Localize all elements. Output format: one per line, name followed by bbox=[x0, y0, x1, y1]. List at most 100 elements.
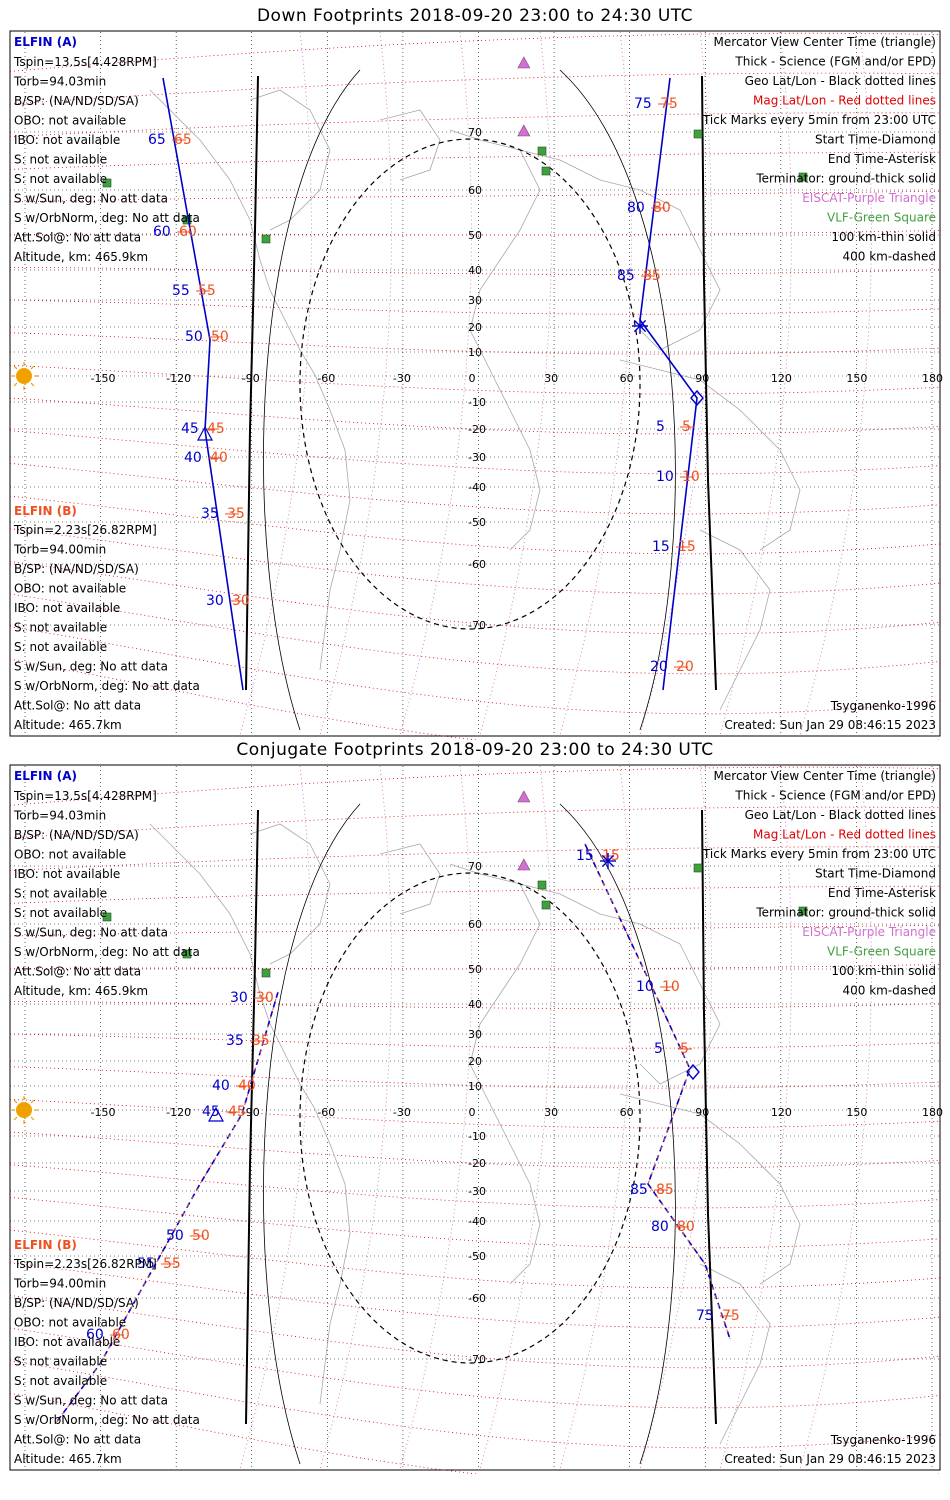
elfin-a-line: S w/Sun, deg: No att data bbox=[14, 192, 168, 206]
tick-label-a: 15 bbox=[576, 848, 594, 864]
elfin-b-line: S w/Sun, deg: No att data bbox=[14, 660, 168, 674]
legend-entry: Tick Marks every 5min from 23:00 UTC bbox=[702, 847, 936, 861]
tick-label-a: 75 bbox=[696, 1308, 714, 1324]
elfin-a-name: ELFIN (A) bbox=[14, 35, 77, 49]
coastline bbox=[519, 149, 721, 351]
vlf-square-icon bbox=[261, 968, 271, 978]
coastlines bbox=[149, 89, 801, 711]
legend-entry: 400 km-dashed bbox=[842, 984, 936, 998]
mag-parallel bbox=[9, 528, 941, 595]
tick-label-a: 40 bbox=[212, 1078, 230, 1094]
coastline bbox=[619, 359, 801, 551]
terminator-east bbox=[701, 809, 717, 1425]
coastline bbox=[449, 863, 541, 1285]
tick-label-b: 40 bbox=[238, 1078, 256, 1094]
terminator-west bbox=[245, 809, 259, 1425]
lat-tick-label: -30 bbox=[468, 1185, 486, 1198]
lon-tick-label: -30 bbox=[393, 1106, 411, 1119]
mag-grid bbox=[9, 31, 941, 740]
legend-entry: Thick - Science (FGM and/or EPD) bbox=[734, 789, 936, 803]
created-label: Created: Sun Jan 29 08:46:15 2023 bbox=[724, 718, 936, 732]
lon-tick-label: 60 bbox=[620, 1106, 634, 1119]
orbit-line-b bbox=[54, 991, 279, 1425]
orbit-track: 75 75 80 80 85 85 5 5 10 10 15 15 20 20 bbox=[617, 77, 700, 691]
legend-entry: Mercator View Center Time (triangle) bbox=[714, 35, 936, 49]
vlf-square-icon bbox=[798, 172, 808, 182]
tick-label-b: 15 bbox=[678, 539, 696, 555]
coastline bbox=[699, 529, 771, 711]
tick-label-b: 50 bbox=[211, 329, 229, 345]
elfin-b-name: ELFIN (B) bbox=[14, 1238, 77, 1252]
lat-tick-label: -70 bbox=[468, 1353, 486, 1366]
mag-parallel bbox=[9, 495, 941, 555]
mag-parallel bbox=[9, 593, 941, 675]
elfin-b-line: Att.Sol@: No att data bbox=[14, 699, 141, 713]
tick-label-b: 30 bbox=[232, 593, 250, 609]
tick-label-b: 55 bbox=[198, 283, 216, 299]
tick-label-a: 50 bbox=[166, 1228, 184, 1244]
elfin-b-line: Torb=94.00min bbox=[13, 543, 106, 557]
lat-tick-label: 10 bbox=[468, 346, 482, 359]
center-time-triangle-icon bbox=[207, 1106, 225, 1122]
elfin-b-line: Altitude: 465.7km bbox=[14, 718, 122, 732]
tick-label-a: 35 bbox=[201, 506, 219, 522]
lon-tick-label: 120 bbox=[771, 1106, 792, 1119]
eiscat-triangle-icon bbox=[517, 790, 531, 803]
lat-tick-label: -20 bbox=[468, 1157, 486, 1170]
legend-entry: 100 km-thin solid bbox=[831, 964, 936, 978]
tick-label-a: 85 bbox=[630, 1182, 648, 1198]
sun-icon bbox=[10, 362, 38, 390]
lon-tick-label: -90 bbox=[242, 372, 260, 385]
created-label: Created: Sun Jan 29 08:46:15 2023 bbox=[724, 1452, 936, 1466]
legend-entry: Start Time-Diamond bbox=[815, 133, 936, 147]
legend-entry: EISCAT-Purple Triangle bbox=[802, 925, 936, 939]
elfin-a-line: IBO: not available bbox=[14, 133, 120, 147]
vlf-square-icon bbox=[261, 234, 271, 244]
panel-title-down: Down Footprints 2018-09-20 23:00 to 24:3… bbox=[256, 6, 694, 26]
mag-parallel bbox=[9, 397, 941, 435]
tick-label-b: 5 bbox=[680, 1041, 689, 1057]
mag-parallel bbox=[9, 1131, 941, 1169]
sun-ray bbox=[30, 1116, 35, 1121]
mag-parallel bbox=[9, 1294, 941, 1369]
tick-label-b: 85 bbox=[656, 1182, 674, 1198]
elfin-a-line: S w/OrbNorm, deg: No att data bbox=[14, 211, 200, 225]
elfin-b-line: B/SP: (NA/ND/SD/SA) bbox=[14, 562, 139, 576]
elfin-a-line: Att.Sol@: No att data bbox=[14, 965, 141, 979]
lat-tick-label: 70 bbox=[468, 126, 482, 139]
elfin-b-line: Altitude: 465.7km bbox=[14, 1452, 122, 1466]
elfin-a-line: Altitude, km: 465.9km bbox=[14, 984, 148, 998]
eiscat-triangle-icon bbox=[517, 56, 531, 69]
model-label: Tsyganenko-1996 bbox=[830, 1433, 936, 1447]
lon-tick-label: -150 bbox=[91, 1106, 116, 1119]
legend-entry: Mercator View Center Time (triangle) bbox=[714, 769, 936, 783]
legend-entry: End Time-Asterisk bbox=[828, 886, 936, 900]
conjugate-footprints-map: -150 -120 -90 -60 -30 0 30 60 90 120 150 180 70 60 50 4… bbox=[9, 764, 943, 1474]
mag-parallel bbox=[9, 560, 941, 635]
lat-tick-label: 20 bbox=[468, 321, 482, 334]
mag-parallel bbox=[9, 658, 941, 740]
elfin-a-line: OBO: not available bbox=[14, 848, 126, 862]
terminator-400km bbox=[299, 872, 641, 1364]
coastline bbox=[519, 883, 721, 1085]
elfin-a-line: Altitude, km: 465.9km bbox=[14, 250, 148, 264]
lat-tick-label: 50 bbox=[468, 963, 482, 976]
sun-disc bbox=[16, 1102, 32, 1118]
lat-tick-label: -10 bbox=[468, 396, 486, 409]
lon-tick-label: -150 bbox=[91, 372, 116, 385]
lat-tick-label: -50 bbox=[468, 1250, 486, 1263]
elfin-b-line: S: not available bbox=[14, 1355, 107, 1369]
geo-grid bbox=[10, 766, 940, 1469]
elfin-a-line: B/SP: (NA/ND/SD/SA) bbox=[14, 828, 139, 842]
tick-label-b: 50 bbox=[192, 1228, 210, 1244]
geo-grid bbox=[10, 32, 940, 735]
lat-tick-label: -20 bbox=[468, 423, 486, 436]
lon-tick-label: -60 bbox=[317, 372, 335, 385]
sun-ray bbox=[13, 1099, 18, 1104]
lon-tick-label: 150 bbox=[846, 372, 867, 385]
vlf-square-icon bbox=[102, 912, 112, 922]
elfin-b-info: ELFIN (B) Tspin=2.23s[26.82RPM] Torb=94.00… bbox=[13, 1238, 200, 1466]
lat-tick-label: -50 bbox=[468, 516, 486, 529]
tick-label-b: 55 bbox=[163, 1256, 181, 1272]
